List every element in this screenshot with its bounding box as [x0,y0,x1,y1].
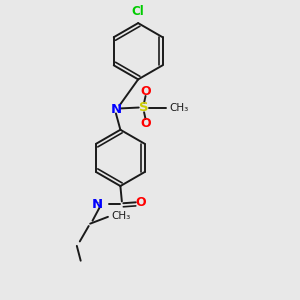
Text: CH₃: CH₃ [169,103,188,112]
Text: O: O [140,117,151,130]
Text: H: H [93,199,101,209]
Text: O: O [136,196,146,209]
Text: O: O [140,85,151,98]
Text: S: S [139,101,149,114]
Text: N: N [92,198,103,211]
Text: Cl: Cl [132,5,145,18]
Text: CH₃: CH₃ [111,211,130,221]
Text: N: N [110,103,122,116]
